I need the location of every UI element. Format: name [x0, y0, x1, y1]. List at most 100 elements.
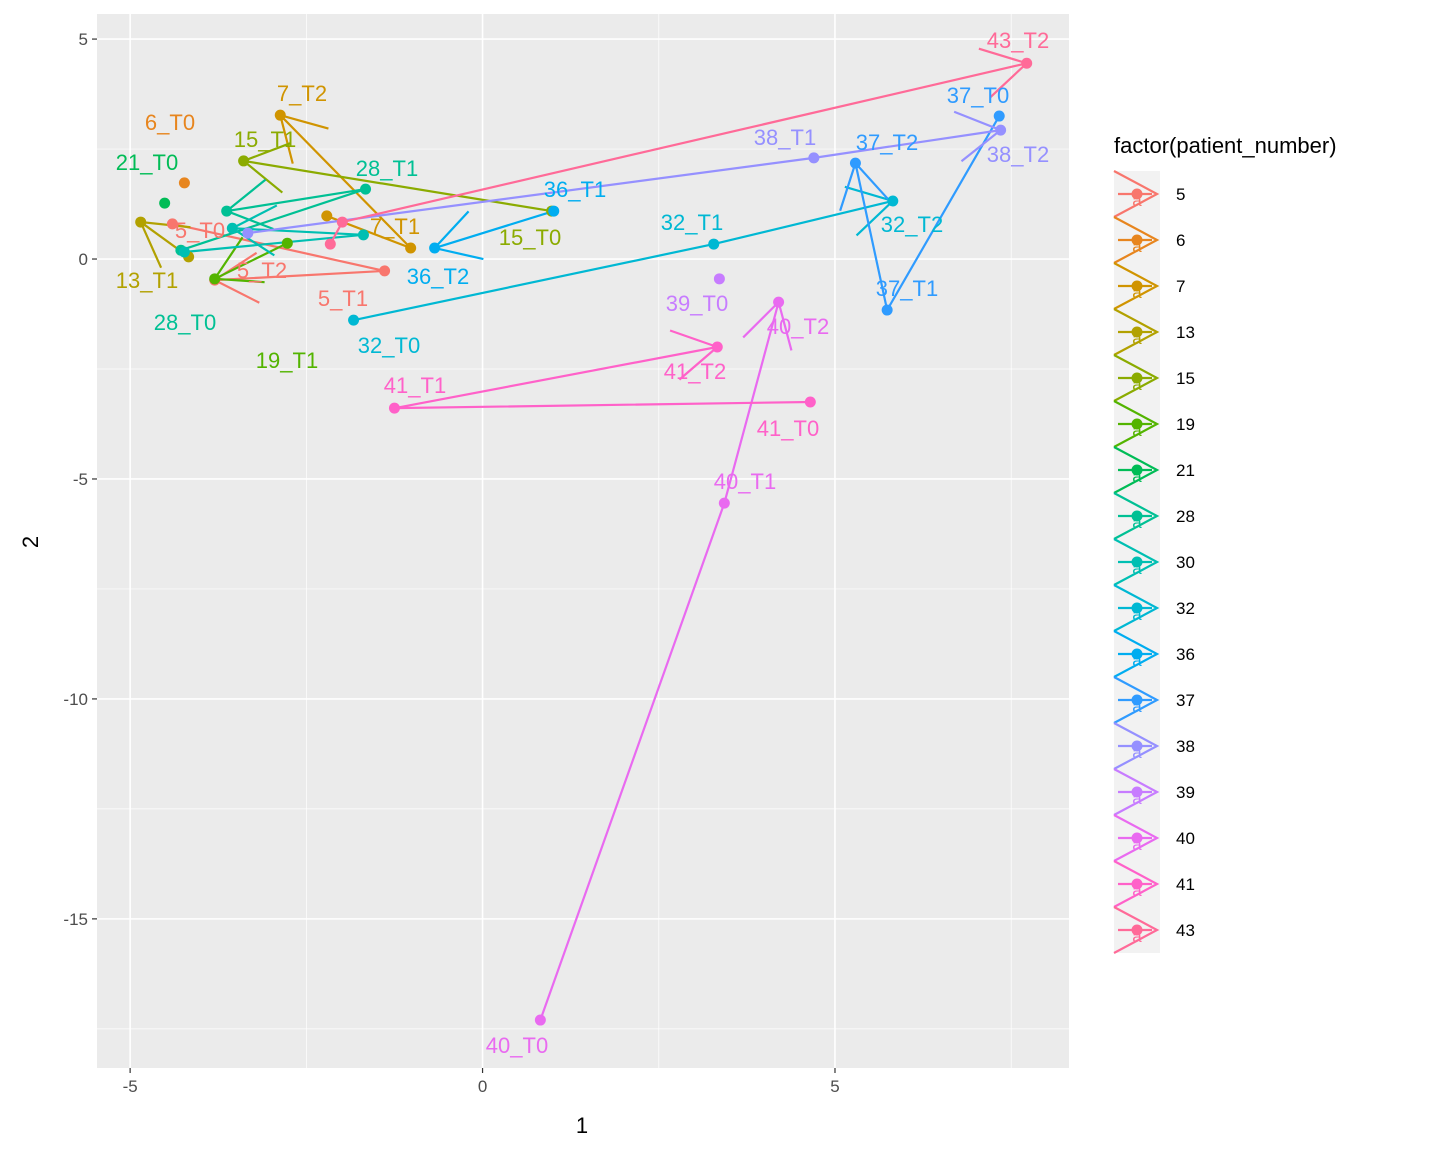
- point-label: 21_T0: [116, 150, 178, 175]
- point-label: 40_T2: [767, 314, 829, 339]
- legend-key-point: [1131, 648, 1143, 660]
- legend-key-glyph: a: [1132, 927, 1142, 946]
- legend-label-13: 13: [1176, 323, 1195, 342]
- point-label: 5_T1: [318, 286, 368, 311]
- legend-key-arrow-icon: [1113, 308, 1160, 356]
- legend-key-arrow-icon: [1113, 584, 1160, 632]
- data-point-30_T0: [178, 246, 190, 258]
- data-point-13_T1: [135, 216, 147, 228]
- legend-key-arrow-icon: [1113, 492, 1160, 540]
- data-point-40_T2: [773, 296, 785, 308]
- data-point-28_T2: [221, 205, 233, 217]
- legend-key-point: [1131, 372, 1143, 384]
- legend-key-arrow-icon: [1113, 676, 1160, 724]
- data-point-19_T1: [209, 273, 221, 285]
- point-labels: 5_T0 5_T1 5_T2 6_T0 7_T1 7_T2 13_T1 15_T0 15_T1 1…: [116, 28, 1049, 1058]
- point-label: 38_T1: [754, 125, 816, 150]
- data-point-40_T0: [534, 1014, 546, 1026]
- legend-key-point: [1131, 556, 1143, 568]
- data-point-36_T2: [429, 242, 441, 254]
- legend-key-arrow-icon: [1113, 722, 1160, 770]
- legend-label-40: 40: [1176, 829, 1195, 848]
- legend-key-point: [1131, 924, 1143, 936]
- legend-key-glyph: a: [1132, 651, 1142, 670]
- point-label: 15_T0: [499, 225, 561, 250]
- legend-key-point: [1131, 740, 1143, 752]
- point-label: 32_T0: [358, 333, 420, 358]
- legend-label-37: 37: [1176, 691, 1195, 710]
- legend-key-arrow-icon: [1113, 446, 1160, 494]
- legend-key-glyph: a: [1132, 329, 1142, 348]
- point-label: 5_T0: [175, 218, 225, 243]
- point-label: 6_T0: [145, 110, 195, 135]
- data-point-41_T0: [804, 396, 816, 408]
- point-label: 19_T1: [256, 348, 318, 373]
- data-point-38_T2: [995, 124, 1007, 136]
- legend-label-21: 21: [1176, 461, 1195, 480]
- series-path-19: [214, 242, 288, 280]
- data-point-37_T1: [881, 304, 893, 316]
- data-point-5_T0: [166, 218, 178, 230]
- y-tick-label: 0: [79, 250, 88, 269]
- legend-key-arrow-icon: [1113, 216, 1160, 264]
- point-label: 37_T2: [856, 130, 918, 155]
- legend-key-glyph: a: [1132, 237, 1142, 256]
- legend-title: factor(patient_number): [1114, 133, 1337, 158]
- legend-label-38: 38: [1176, 737, 1195, 756]
- legend-key-glyph: a: [1132, 467, 1142, 486]
- point-label: 5_T2: [237, 258, 287, 283]
- point-label: 36_T1: [544, 177, 606, 202]
- data-point-21_T0: [159, 197, 171, 209]
- legend-key-point: [1131, 326, 1143, 338]
- data-point-5_T1: [379, 265, 391, 277]
- x-tick-label: 0: [478, 1077, 487, 1096]
- legend-label-6: 6: [1176, 231, 1185, 250]
- legend-key-point: [1131, 694, 1143, 706]
- legend-key-glyph: a: [1132, 835, 1142, 854]
- legend-key-arrow-icon: [1113, 170, 1160, 218]
- point-label: 37_T0: [947, 83, 1009, 108]
- data-point-37_T0: [993, 110, 1005, 122]
- legend-label-30: 30: [1176, 553, 1195, 572]
- legend-key-glyph: a: [1132, 559, 1142, 578]
- legend-label-36: 36: [1176, 645, 1195, 664]
- data-point-15_T1: [238, 155, 250, 167]
- legend-label-7: 7: [1176, 277, 1185, 296]
- legend-key-point: [1131, 188, 1143, 200]
- legend-label-32: 32: [1176, 599, 1195, 618]
- legend-key-glyph: a: [1132, 375, 1142, 394]
- legend-label-5: 5: [1176, 185, 1185, 204]
- legend-key-arrow-icon: [1113, 262, 1160, 310]
- point-label: 39_T0: [666, 291, 728, 316]
- legend: factor(patient_number) a 5 a 6 a 7 a 13 a 15 a 19 a 2…: [1113, 133, 1337, 954]
- series-path-36: [434, 210, 555, 250]
- legend-key-arrow-icon: [1113, 814, 1160, 862]
- data-point-6_T0: [178, 177, 190, 189]
- legend-key-point: [1131, 234, 1143, 246]
- legend-key-glyph: a: [1132, 743, 1142, 762]
- legend-key-point: [1131, 878, 1143, 890]
- legend-key-arrow-icon: [1113, 906, 1160, 954]
- legend-key-point: [1131, 602, 1143, 614]
- legend-label-39: 39: [1176, 783, 1195, 802]
- point-label: 28_T1: [356, 156, 418, 181]
- y-tick-label: -5: [73, 470, 88, 489]
- data-point-38_T1: [808, 152, 820, 164]
- data-point-39_T0: [713, 273, 725, 285]
- legend-key-glyph: a: [1132, 513, 1142, 532]
- data-point-7_T1: [405, 242, 417, 254]
- data-point-41_T2: [711, 341, 723, 353]
- data-point-38_T0: [242, 227, 254, 239]
- y-axis-title: 2: [18, 536, 43, 548]
- data-point-7_T2: [274, 109, 286, 121]
- point-label: 41_T2: [664, 359, 726, 384]
- legend-key-point: [1131, 464, 1143, 476]
- data-point-7_T0: [321, 210, 333, 222]
- legend-key-point: [1131, 418, 1143, 430]
- legend-key-point: [1131, 510, 1143, 522]
- data-point-43_T2: [1021, 57, 1033, 69]
- legend-label-19: 19: [1176, 415, 1195, 434]
- legend-key-glyph: a: [1132, 789, 1142, 808]
- series-path-15: [243, 159, 552, 213]
